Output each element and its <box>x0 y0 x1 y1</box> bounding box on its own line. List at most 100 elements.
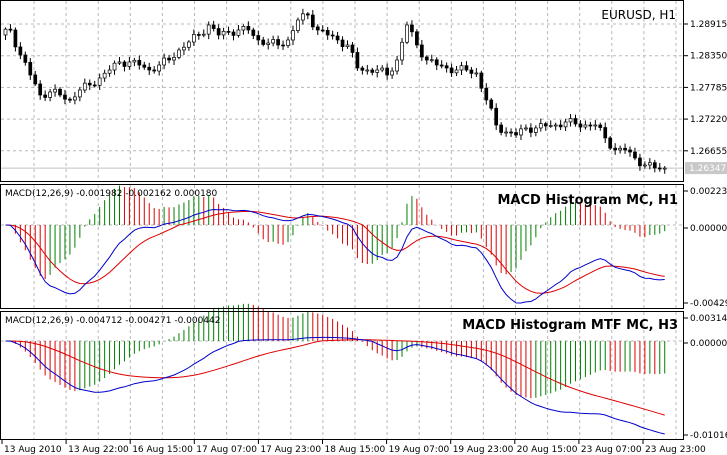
candle-bear <box>142 64 147 68</box>
candle-bear <box>469 69 474 74</box>
candle-bull <box>291 30 295 41</box>
candle-bear <box>13 29 18 48</box>
candle-bear <box>415 31 419 46</box>
time-tick-label: 17 Aug 07:00 <box>196 445 257 455</box>
candle-bull <box>390 70 394 76</box>
candle-bear <box>261 39 266 45</box>
candle-bear <box>33 74 38 85</box>
candle-bull <box>593 124 598 127</box>
candle-bull <box>400 41 404 61</box>
candle-bear <box>325 29 330 36</box>
candle-bear <box>573 118 578 125</box>
candle-bear <box>23 54 28 63</box>
candle-bull <box>77 89 82 98</box>
macd-h3-legend: MACD(12,26,9) -0.004712 -0.004271 -0.000… <box>5 316 221 326</box>
candle-bull <box>301 13 305 21</box>
price-tick-label: 1.27220 <box>690 115 727 125</box>
candle-bear <box>360 67 365 71</box>
candle-bear <box>92 84 97 87</box>
macd-h1-legend: MACD(12,26,9) -0.001982 -0.002162 0.0001… <box>5 189 218 199</box>
candle-bear <box>355 52 360 69</box>
candle-bull <box>429 59 434 62</box>
candle-bear <box>87 82 92 86</box>
candle-bull <box>236 29 241 36</box>
candle-bear <box>251 29 256 36</box>
indicator-tick-label: 0.00223 <box>690 187 727 197</box>
candle-bull <box>48 91 52 98</box>
price-tick-label: 1.27785 <box>690 83 727 93</box>
candle-bear <box>256 35 261 41</box>
candle-bear <box>543 123 548 127</box>
candle-bear <box>231 31 236 36</box>
candle-bear <box>196 34 201 36</box>
candle-bull <box>647 162 652 166</box>
macd-h3-panel <box>1 303 683 435</box>
candle-bear <box>484 87 489 101</box>
signal-line <box>5 339 665 416</box>
candle-bull <box>241 25 246 31</box>
candle-bear <box>58 88 62 96</box>
candle-bear <box>68 98 72 101</box>
candle-bear <box>608 137 613 149</box>
time-tick-label: 17 Aug 23:00 <box>260 445 321 455</box>
candle-bull <box>221 30 226 36</box>
candle-bull <box>405 24 409 43</box>
candle-bear <box>628 149 632 153</box>
candle-bear <box>246 25 251 31</box>
time-tick-label: 13 Aug 2010 <box>4 445 62 455</box>
indicator-tick-label: 0.00000 <box>690 224 727 234</box>
candle-bear <box>385 67 390 76</box>
candle-bull <box>583 124 588 128</box>
candle-bull <box>172 57 176 61</box>
signal-line <box>5 210 665 294</box>
candle-bull <box>206 24 211 35</box>
candle-bear <box>652 162 657 169</box>
candle-bull <box>365 69 370 72</box>
candle-bull <box>107 69 112 74</box>
current-price-label: 1.26347 <box>689 164 726 174</box>
candle-bear <box>558 124 563 128</box>
candle-bull <box>132 59 137 63</box>
macd-h3-border <box>0 311 684 440</box>
candle-bull <box>548 125 553 127</box>
candle-bull <box>395 59 399 72</box>
candle-bull <box>286 39 290 46</box>
candle-bear <box>529 127 533 133</box>
candle-bull <box>504 131 508 134</box>
candle-bull <box>102 72 107 79</box>
candle-bull <box>201 33 206 36</box>
candle-bull <box>643 164 647 167</box>
candle-bull <box>271 39 276 44</box>
candle-bear <box>638 157 642 167</box>
price-tick-label: 1.28915 <box>690 20 727 30</box>
time-tick-label: 20 Aug 15:00 <box>517 445 578 455</box>
candle-bull <box>519 128 523 136</box>
candle-bear <box>439 64 444 67</box>
candle-bear <box>18 46 23 56</box>
price-axis[interactable]: 1.28915 1.28350 1.27785 1.27220 1.26655 1.263… <box>684 20 727 441</box>
candle-bear <box>598 124 603 128</box>
candle-bull <box>112 62 117 71</box>
candle-bear <box>509 131 513 134</box>
candle-bear <box>479 72 484 89</box>
time-tick-label: 23 Aug 07:00 <box>581 445 642 455</box>
time-tick-label: 13 Aug 22:00 <box>68 445 129 455</box>
candle-bull <box>182 46 186 51</box>
time-axis[interactable]: 13 Aug 2010 13 Aug 22:00 16 Aug 15:00 17 Au… <box>1 440 706 455</box>
indicator-tick-label: -0.01016 <box>690 431 727 441</box>
candle-bull <box>53 88 57 93</box>
candle-bear <box>63 94 67 100</box>
symbol-title: EURUSD, H1 <box>601 8 676 22</box>
candle-bear <box>43 94 48 98</box>
candle-bull <box>117 61 122 64</box>
time-tick-label: 19 Aug 23:00 <box>453 445 514 455</box>
candle-bear <box>8 28 13 31</box>
time-tick-label: 16 Aug 15:00 <box>132 445 193 455</box>
candle-bull <box>533 127 538 133</box>
current-price-box <box>685 162 727 175</box>
candle-bear <box>603 127 608 139</box>
candle-bear <box>514 132 518 136</box>
candle-bull <box>568 118 573 123</box>
